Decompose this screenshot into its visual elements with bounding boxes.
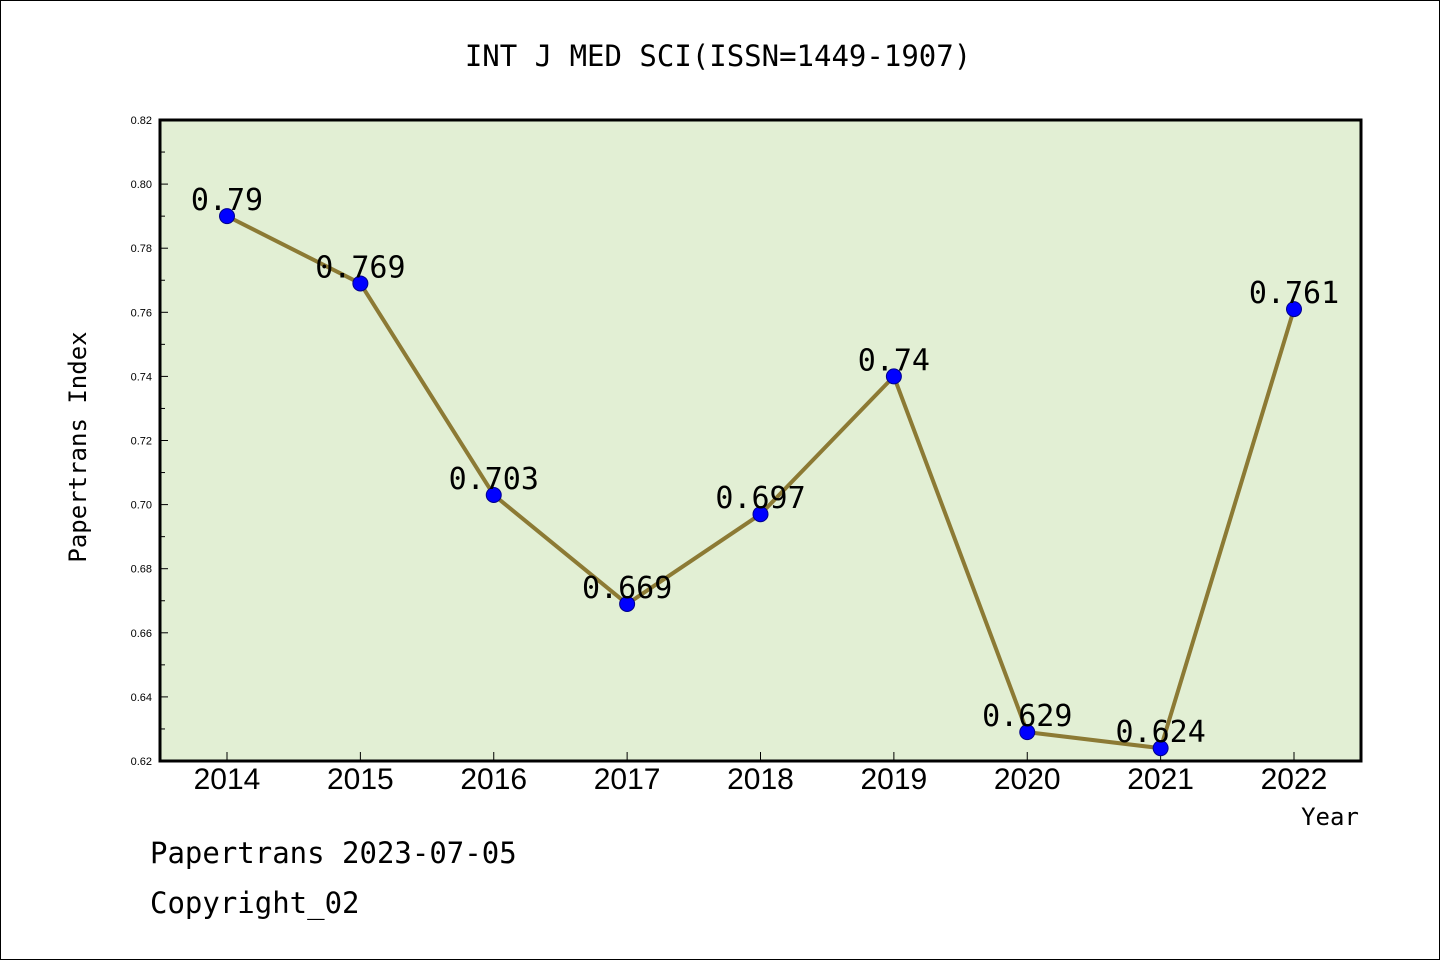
data-label: 0.697: [715, 481, 805, 516]
plot-area: [158, 118, 1363, 763]
data-point: [352, 275, 369, 292]
data-point: [619, 595, 636, 612]
x-tick-label: 2014: [194, 763, 261, 796]
y-tick-label: 0.62: [131, 756, 152, 768]
x-tick-label: 2021: [1127, 763, 1194, 796]
y-tick-label: 0.64: [131, 692, 152, 704]
x-tick-label: 2016: [460, 763, 527, 796]
x-tick-label: 2015: [327, 763, 394, 796]
data-point: [1019, 724, 1036, 741]
data-point: [219, 208, 235, 225]
data-point: [1286, 301, 1302, 318]
data-label: 0.79: [191, 183, 263, 218]
data-label: 0.703: [449, 462, 539, 497]
y-axis-label: Papertrans Index: [64, 331, 92, 562]
data-point: [885, 368, 902, 385]
data-point: [485, 486, 502, 503]
y-axis: 0.62 0.64 0.66 0.68 0.70 0.72 0.74 0.76 0.78 0.80…: [131, 115, 168, 768]
x-tick-label: 2017: [594, 763, 661, 796]
footer-copyright: Copyright_02: [150, 886, 360, 920]
x-tick-label: 2019: [861, 763, 928, 796]
y-tick-label: 0.76: [131, 307, 152, 319]
data-label: 0.669: [582, 571, 672, 606]
data-label: 0.761: [1249, 276, 1339, 311]
data-label: 0.629: [982, 699, 1072, 734]
y-tick-label: 0.82: [131, 115, 152, 127]
chart-title: INT J MED SCI(ISSN=1449-1907): [465, 39, 971, 73]
data-point: [752, 506, 769, 523]
y-tick-label: 0.78: [131, 243, 152, 255]
y-tick-label: 0.68: [131, 564, 152, 576]
data-label: 0.74: [858, 343, 930, 378]
y-tick-label: 0.72: [131, 436, 152, 448]
data-labels: 0.79 0.769 0.703 0.669 0.697 0.74 0.629 0.624 0.…: [191, 183, 1339, 750]
x-tick-label: 2022: [1261, 763, 1328, 796]
data-label: 0.624: [1115, 715, 1205, 750]
footer-date: Papertrans 2023-07-05: [150, 836, 517, 870]
y-tick-label: 0.74: [131, 371, 152, 383]
x-axis: 2014 2015 2016 2017 2018 2019 2020 2021 2022: [194, 752, 1328, 796]
data-point: [1152, 740, 1169, 757]
x-tick-label: 2018: [727, 763, 794, 796]
data-label: 0.769: [315, 250, 405, 285]
series-line: [219, 208, 1302, 757]
x-axis-label: Year: [1301, 803, 1359, 831]
y-tick-label: 0.70: [131, 500, 152, 512]
y-tick-label: 0.80: [131, 179, 152, 191]
y-tick-label: 0.66: [131, 628, 152, 640]
x-tick-label: 2020: [994, 763, 1061, 796]
